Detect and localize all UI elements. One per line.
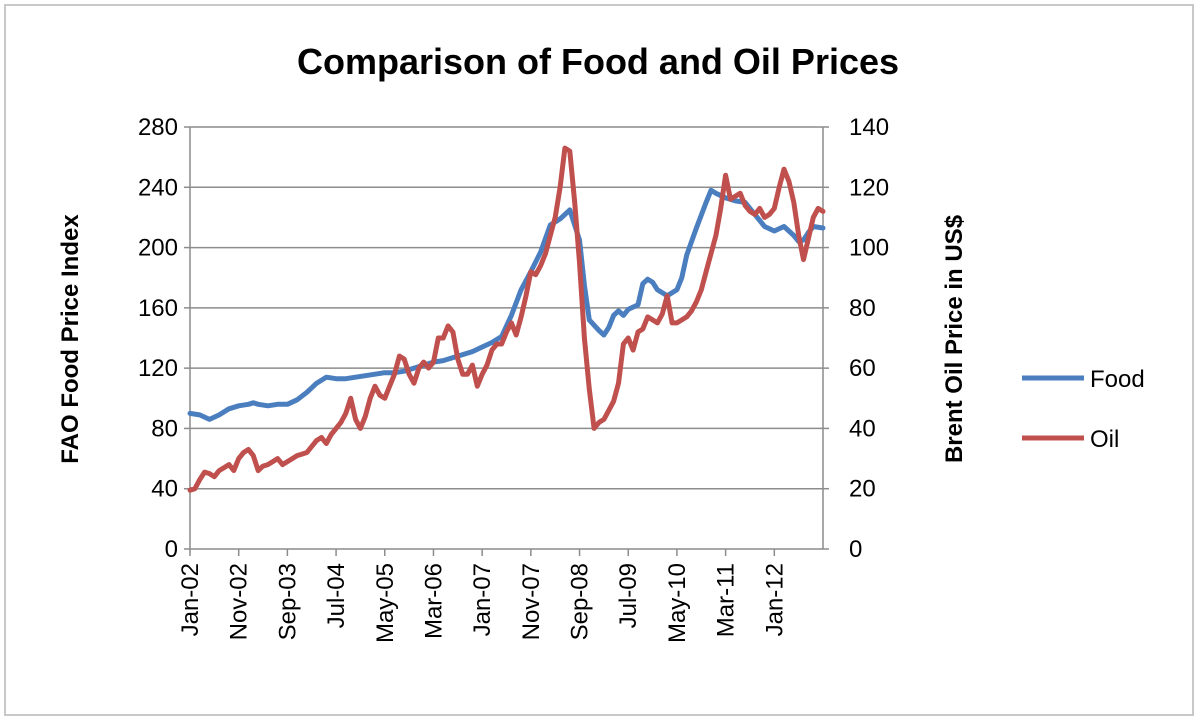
x-tick-label: Nov-07 xyxy=(518,563,545,640)
legend: Food Oil xyxy=(1022,366,1145,453)
x-tick-label: Mar-06 xyxy=(420,563,447,639)
x-tick-label: Jan-07 xyxy=(469,563,496,636)
legend-label-food: Food xyxy=(1090,366,1145,393)
axes: 0 40 80 120 160 200 240 280 0 20 40 60 80 100 120 140 Ja… xyxy=(138,114,889,643)
left-tick-label: 280 xyxy=(138,114,178,141)
gridlines xyxy=(190,126,823,550)
x-tick-label: Nov-02 xyxy=(226,563,253,640)
legend-label-oil: Oil xyxy=(1090,426,1119,453)
left-tick-label: 120 xyxy=(138,355,178,382)
right-axis-title: Brent Oil Price in US$ xyxy=(941,214,968,463)
x-tick-label: May-05 xyxy=(372,563,399,643)
x-tick-label: Mar-11 xyxy=(713,563,740,637)
series-line-oil xyxy=(187,145,826,493)
x-tick-label: Jul-09 xyxy=(615,563,642,628)
x-tick-label: Jul-04 xyxy=(323,563,350,628)
left-axis-title: FAO Food Price Index xyxy=(57,214,84,464)
x-tick-label: Sep-08 xyxy=(567,563,594,640)
left-tick-label: 160 xyxy=(138,295,178,322)
right-tick-label: 80 xyxy=(849,295,876,322)
x-tick-label: Sep-03 xyxy=(274,563,301,640)
left-tick-label: 40 xyxy=(151,476,178,503)
x-tick-label: Jan-12 xyxy=(761,563,788,636)
series-layer xyxy=(187,145,826,493)
left-tick-label: 200 xyxy=(138,235,178,262)
right-tick-label: 100 xyxy=(849,235,889,262)
right-tick-label: 40 xyxy=(849,415,876,442)
chart-title: Comparison of Food and Oil Prices xyxy=(297,41,899,82)
left-tick-label: 80 xyxy=(151,415,178,442)
right-tick-label: 0 xyxy=(849,536,862,563)
x-tick-label: Jan-02 xyxy=(177,563,204,636)
right-tick-label: 140 xyxy=(849,114,889,141)
right-tick-label: 60 xyxy=(849,355,876,382)
right-tick-label: 20 xyxy=(849,476,876,503)
chart-frame xyxy=(4,4,1194,716)
series-line-food xyxy=(187,187,826,422)
x-tick-label: May-10 xyxy=(664,563,691,643)
left-tick-label: 240 xyxy=(138,174,178,201)
left-tick-label: 0 xyxy=(165,536,178,563)
right-tick-label: 120 xyxy=(849,174,889,201)
